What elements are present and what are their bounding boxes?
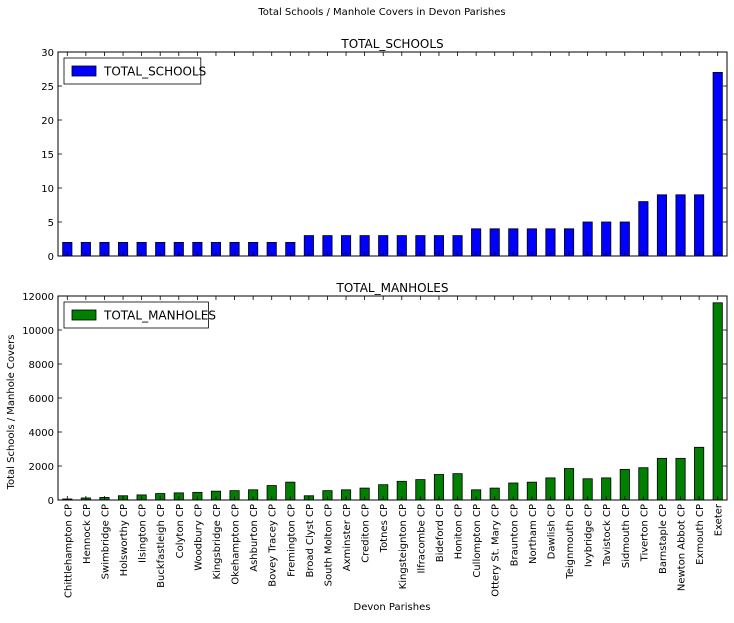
schools-bar: [638, 201, 649, 257]
x-category-label: Northam CP: [528, 504, 539, 564]
x-category-label: Ivybridge CP: [584, 504, 595, 567]
schools-bar: [489, 228, 500, 257]
schools-axes-frame: [57, 51, 728, 257]
x-category-label: Woodbury CP: [193, 504, 204, 571]
manholes-bar: [564, 468, 575, 501]
schools-ytick-label: 25: [41, 82, 54, 93]
schools-bar: [694, 194, 705, 257]
manholes-bar: [638, 467, 649, 501]
manholes-bar: [619, 468, 630, 501]
manholes-legend: TOTAL_MANHOLES: [63, 301, 216, 329]
x-category-label: Bovey Tracey CP: [268, 504, 279, 587]
x-category-label: Colyton CP: [175, 504, 186, 558]
schools-ytick-label: 30: [41, 48, 54, 59]
x-category-label: Axminster CP: [342, 504, 353, 571]
manholes-bar: [656, 457, 667, 501]
schools-title: TOTAL_SCHOOLS: [340, 37, 443, 51]
manholes-ytick-label: 10000: [22, 326, 54, 337]
figure-ylabel: Total Schools / Manhole Covers: [6, 335, 17, 491]
x-category-label: South Molton CP: [323, 504, 334, 586]
x-category-label: Exeter: [714, 503, 725, 536]
manholes-ytick-label: 6000: [29, 394, 54, 405]
manholes-legend-swatch: [71, 309, 97, 321]
x-category-label: Okehampton CP: [231, 504, 242, 585]
manholes-ytick-label: 2000: [29, 462, 54, 473]
manholes-ytick-label: 4000: [29, 428, 54, 439]
x-category-label: Dawlish CP: [546, 504, 557, 559]
x-category-label: Bideford CP: [435, 504, 446, 562]
schools-bar: [545, 228, 556, 257]
schools-panel: TOTAL_SCHOOLS 0 5 10 15 20 25 30 TOTAL_SCHOOLS: [41, 37, 728, 263]
x-category-label: Fremington CP: [286, 504, 297, 577]
manholes-ytick-label: 12000: [22, 292, 54, 303]
x-category-label: Kingsbridge CP: [212, 504, 223, 580]
schools-bar: [619, 221, 630, 257]
x-category-label: Teignmouth CP: [565, 504, 576, 580]
schools-bar: [471, 228, 482, 257]
schools-ytick-label: 10: [41, 184, 54, 195]
figure-xlabel: Devon Parishes: [354, 602, 431, 613]
schools-bar: [601, 221, 612, 257]
schools-bar: [712, 72, 723, 257]
x-category-label: Ilfracombe CP: [416, 504, 427, 574]
manholes-panel: TOTAL_MANHOLES 0 2000 4000 6000 8000 10000 1200…: [22, 281, 728, 598]
manholes-title: TOTAL_MANHOLES: [336, 281, 449, 295]
x-category-label: Crediton CP: [361, 504, 372, 563]
schools-bar: [656, 194, 667, 257]
x-category-label: Ottery St. Mary CP: [491, 504, 502, 597]
schools-bar: [526, 228, 537, 257]
x-category-label: Barnstaple CP: [658, 504, 669, 574]
schools-legend-label: TOTAL_SCHOOLS: [103, 65, 206, 79]
manholes-axes-frame: [57, 295, 728, 501]
schools-legend-swatch: [71, 65, 97, 77]
x-category-label: Tavistock CP: [602, 504, 613, 567]
schools-bar: [564, 228, 575, 257]
manholes-legend-label: TOTAL_MANHOLES: [103, 309, 216, 323]
manholes-bar: [675, 457, 686, 501]
schools-bar: [675, 194, 686, 257]
x-category-label: Totnes CP: [379, 504, 390, 553]
x-category-label: Holsworthy CP: [119, 504, 130, 576]
schools-bar: [582, 221, 593, 257]
x-category-label: Braunton CP: [509, 504, 520, 566]
x-category-label: Cullompton CP: [472, 504, 483, 578]
x-category-label: Chittlehampton CP: [63, 504, 74, 598]
schools-ytick-label: 5: [48, 218, 54, 229]
figure-suptitle: Total Schools / Manhole Covers in Devon …: [257, 7, 505, 18]
x-category-label: Newton Abbot CP: [677, 504, 688, 591]
schools-ytick-label: 0: [48, 252, 54, 263]
manholes-bar: [694, 446, 705, 501]
x-category-label: Hennock CP: [82, 504, 93, 564]
manholes-ytick-label: 8000: [29, 360, 54, 371]
x-category-label: Swimbridge CP: [100, 504, 111, 579]
x-category-label: Kingsteignton CP: [398, 504, 409, 589]
schools-legend: TOTAL_SCHOOLS: [63, 57, 206, 85]
x-category-label: Honiton CP: [454, 504, 465, 559]
schools-ytick-label: 15: [41, 150, 54, 161]
x-category-label: Broad Clyst CP: [305, 504, 316, 578]
x-category-label: Ilsington CP: [138, 504, 149, 563]
x-category-label: Buckfastleigh CP: [156, 504, 167, 588]
x-category-label: Sidmouth CP: [621, 504, 632, 568]
x-category-label: Ashburton CP: [249, 504, 260, 572]
schools-ytick-label: 20: [41, 116, 54, 127]
x-category-label: Exmouth CP: [695, 504, 706, 565]
x-category-label: Tiverton CP: [639, 504, 650, 562]
schools-bar: [508, 228, 519, 257]
manholes-bar: [712, 302, 723, 501]
manholes-ytick-label: 0: [48, 496, 54, 507]
